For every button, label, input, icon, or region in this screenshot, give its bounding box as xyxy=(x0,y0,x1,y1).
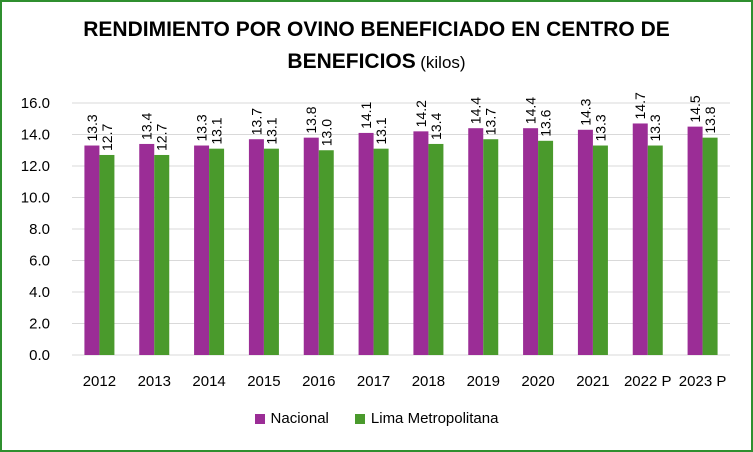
data-label-lima: 13.0 xyxy=(318,119,334,146)
data-label-lima: 12.7 xyxy=(99,124,115,151)
bar-nacional xyxy=(468,128,484,355)
data-label-lima: 13.6 xyxy=(538,109,554,136)
title-line-1: RENDIMIENTO POR OVINO BENEFICIADO EN CEN… xyxy=(83,18,670,41)
x-tick-label: 2019 xyxy=(467,373,500,390)
x-tick-label: 2018 xyxy=(412,373,445,390)
y-tick-label: 16.0 xyxy=(21,95,50,112)
data-label-nacional: 14.4 xyxy=(468,97,484,124)
x-tick-label: 2012 xyxy=(83,373,116,390)
y-tick-label: 6.0 xyxy=(29,253,50,270)
bar-nacional xyxy=(523,128,539,355)
bar-lima xyxy=(154,154,170,355)
data-label-nacional: 13.7 xyxy=(248,108,264,135)
bar-lima xyxy=(702,137,718,355)
data-label-lima: 13.8 xyxy=(702,106,718,133)
chart-title: RENDIMIENTO POR OVINO BENEFICIADO EN CEN… xyxy=(0,14,753,80)
x-tick-label: 2017 xyxy=(357,373,390,390)
legend-label-lima: Lima Metropolitana xyxy=(370,410,499,427)
bar-nacional xyxy=(139,143,155,355)
data-label-lima: 13.7 xyxy=(483,108,499,135)
bar-lima xyxy=(428,143,444,355)
data-label-lima: 13.3 xyxy=(647,114,663,141)
data-label-nacional: 14.7 xyxy=(632,92,648,119)
data-label-lima: 13.3 xyxy=(592,114,608,141)
y-tick-label: 0.0 xyxy=(29,347,50,364)
data-label-lima: 12.7 xyxy=(154,124,170,151)
x-tick-label: 2016 xyxy=(302,373,335,390)
bar-nacional xyxy=(358,132,374,355)
bar-nacional xyxy=(687,126,703,355)
data-label-nacional: 13.4 xyxy=(139,112,155,139)
data-label-nacional: 14.2 xyxy=(413,100,429,127)
data-label-nacional: 14.4 xyxy=(523,97,539,124)
bar-nacional xyxy=(632,123,648,355)
bar-nacional xyxy=(303,137,319,355)
bar-lima xyxy=(373,148,389,355)
legend-swatch-nacional xyxy=(254,413,265,424)
bar-nacional xyxy=(577,129,593,355)
y-tick-label: 4.0 xyxy=(29,284,50,301)
x-tick-label: 2015 xyxy=(247,373,280,390)
data-label-lima: 13.4 xyxy=(428,112,444,139)
bar-nacional xyxy=(413,131,429,355)
bar-lima xyxy=(318,150,334,355)
legend-item-lima: Lima Metropolitana xyxy=(354,410,499,427)
legend-label-nacional: Nacional xyxy=(270,410,329,427)
bar-lima xyxy=(99,154,115,355)
bar-lima xyxy=(209,148,225,355)
data-label-nacional: 13.3 xyxy=(194,114,210,141)
y-tick-label: 12.0 xyxy=(21,158,50,175)
bar-lima xyxy=(592,145,608,355)
data-label-nacional: 14.3 xyxy=(577,98,593,125)
x-tick-label: 2023 P xyxy=(679,373,727,390)
bar-nacional xyxy=(248,139,264,355)
title-unit: (kilos) xyxy=(420,53,466,72)
bar-lima xyxy=(647,145,663,355)
data-label-lima: 13.1 xyxy=(209,117,225,144)
legend: Nacional Lima Metropolitana xyxy=(0,410,753,427)
title-line-2: BENEFICIOS xyxy=(287,50,416,73)
bar-lima xyxy=(483,139,499,355)
y-tick-label: 2.0 xyxy=(29,316,50,333)
x-tick-label: 2022 P xyxy=(624,373,672,390)
bar-nacional xyxy=(84,145,100,355)
data-label-nacional: 13.3 xyxy=(84,114,100,141)
y-tick-label: 10.0 xyxy=(21,190,50,207)
bar-lima xyxy=(538,140,554,355)
legend-item-nacional: Nacional xyxy=(254,410,329,427)
bar-nacional xyxy=(194,145,210,355)
x-tick-label: 2014 xyxy=(192,373,225,390)
data-label-nacional: 14.5 xyxy=(687,95,703,122)
x-tick-label: 2020 xyxy=(521,373,554,390)
x-tick-label: 2013 xyxy=(138,373,171,390)
x-tick-label: 2021 xyxy=(576,373,609,390)
data-label-nacional: 14.1 xyxy=(358,101,374,128)
y-tick-label: 8.0 xyxy=(29,221,50,238)
data-label-lima: 13.1 xyxy=(373,117,389,144)
data-label-lima: 13.1 xyxy=(263,117,279,144)
y-tick-label: 14.0 xyxy=(21,127,50,144)
bar-lima xyxy=(263,148,279,355)
legend-swatch-lima xyxy=(354,413,365,424)
data-label-nacional: 13.8 xyxy=(303,106,319,133)
